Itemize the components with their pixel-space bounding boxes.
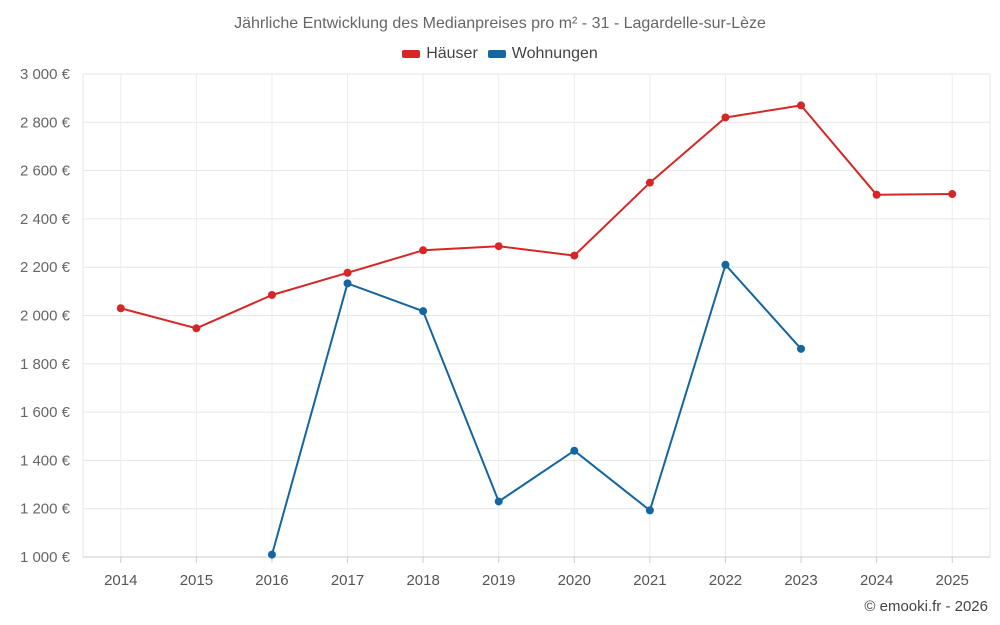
y-tick-label: 2 200 € xyxy=(20,259,71,276)
x-tick-label: 2025 xyxy=(936,572,969,589)
data-point-wohnungen xyxy=(645,506,654,515)
x-tick-label: 2018 xyxy=(406,572,439,589)
y-tick-label: 2 000 € xyxy=(20,308,71,325)
x-tick-label: 2021 xyxy=(633,572,666,589)
data-point-wohnungen xyxy=(570,446,579,455)
data-point-wohnungen xyxy=(419,307,428,316)
data-point-wohnungen xyxy=(267,550,276,559)
y-tick-label: 2 600 € xyxy=(20,163,71,180)
y-tick-label: 1 800 € xyxy=(20,356,71,373)
legend-swatch-haeuser xyxy=(402,50,421,58)
x-tick-label: 2015 xyxy=(180,572,213,589)
legend: Häuser Wohnungen xyxy=(0,45,1000,63)
chart-title: Jährliche Entwicklung des Medianpreises … xyxy=(234,15,766,32)
data-point-haeuser xyxy=(721,113,730,122)
data-point-haeuser xyxy=(948,190,957,199)
y-tick-label: 1 200 € xyxy=(20,501,71,518)
series-line-wohnungen xyxy=(271,263,802,555)
data-point-wohnungen xyxy=(343,279,352,288)
data-point-haeuser xyxy=(494,242,503,251)
y-tick-label: 1 600 € xyxy=(20,404,71,421)
legend-item-haeuser[interactable]: Häuser xyxy=(402,45,478,63)
data-point-haeuser xyxy=(797,101,806,110)
data-point-haeuser xyxy=(872,190,881,199)
legend-label-haeuser: Häuser xyxy=(426,45,478,62)
x-tick-label: 2020 xyxy=(558,572,591,589)
data-point-wohnungen xyxy=(797,344,806,353)
y-tick-label: 1 400 € xyxy=(20,452,71,469)
x-tick-label: 2017 xyxy=(331,572,364,589)
y-tick-label: 2 400 € xyxy=(20,211,71,228)
data-point-haeuser xyxy=(419,246,428,255)
x-tick-label: 2023 xyxy=(784,572,817,589)
y-tick-label: 3 000 € xyxy=(20,66,71,83)
x-tick-label: 2014 xyxy=(104,572,137,589)
data-point-haeuser xyxy=(267,290,276,299)
x-tick-label: 2019 xyxy=(482,572,515,589)
series-line-haeuser xyxy=(120,104,953,330)
data-point-wohnungen xyxy=(494,497,503,506)
data-point-haeuser xyxy=(343,268,352,277)
data-point-haeuser xyxy=(192,324,201,333)
data-point-haeuser xyxy=(116,304,125,313)
x-tick-label: 2022 xyxy=(709,572,742,589)
x-tick-label: 2016 xyxy=(255,572,288,589)
y-tick-label: 2 800 € xyxy=(20,114,71,131)
credit-text: © emooki.fr - 2026 xyxy=(864,598,988,615)
legend-swatch-wohnungen xyxy=(487,50,506,58)
data-point-haeuser xyxy=(645,178,654,187)
data-point-wohnungen xyxy=(721,260,730,269)
legend-label-wohnungen: Wohnungen xyxy=(511,45,598,62)
x-tick-label: 2024 xyxy=(860,572,893,589)
y-tick-label: 1 000 € xyxy=(20,549,71,566)
data-point-haeuser xyxy=(570,251,579,260)
legend-item-wohnungen[interactable]: Wohnungen xyxy=(487,45,598,63)
